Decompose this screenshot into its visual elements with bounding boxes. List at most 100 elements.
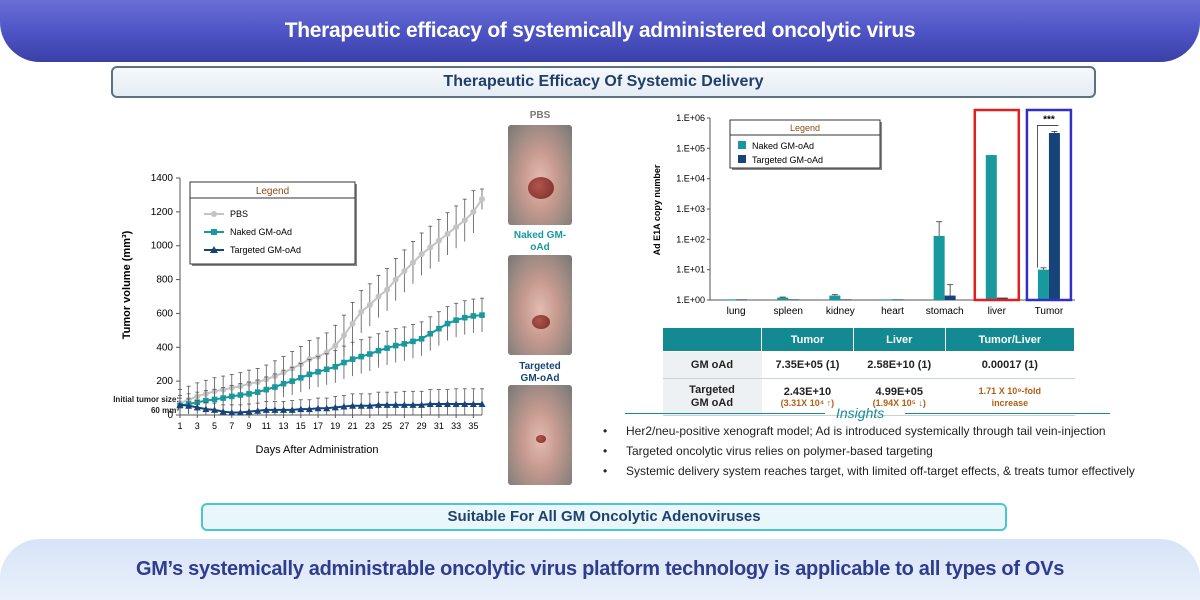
mouse-photo-naked bbox=[508, 255, 572, 355]
mouse-photo-targeted bbox=[508, 385, 572, 485]
y-tick-label: 1.E+02 bbox=[676, 234, 705, 244]
legend-title: Legend bbox=[256, 186, 289, 197]
data-point bbox=[453, 317, 459, 323]
x-tick-label: 23 bbox=[365, 421, 375, 431]
data-point bbox=[444, 320, 451, 327]
data-point bbox=[219, 408, 227, 415]
x-tick-label: 5 bbox=[212, 421, 217, 431]
y-tick-label: 0 bbox=[167, 410, 173, 421]
series-targeted bbox=[176, 388, 486, 416]
data-point bbox=[176, 401, 184, 408]
legend-label: Targeted GM-oAd bbox=[230, 245, 301, 255]
y-tick-label: 400 bbox=[156, 342, 173, 353]
legend-marker bbox=[211, 211, 217, 217]
data-point bbox=[332, 363, 339, 370]
table-corner bbox=[662, 327, 762, 352]
x-tick-label: spleen bbox=[773, 306, 802, 317]
x-tick-label: 7 bbox=[229, 421, 234, 431]
bar-naked bbox=[881, 299, 893, 301]
data-point bbox=[435, 400, 443, 407]
x-tick-label: 25 bbox=[382, 421, 392, 431]
initial-tumor-annotation: Initial tumor size: 60 mm³ bbox=[96, 394, 179, 416]
tumor-liver-table: Tumor Liver Tumor/Liver GM oAd 7.35E+05 … bbox=[662, 327, 1076, 416]
data-point bbox=[211, 396, 218, 403]
data-point bbox=[357, 402, 365, 409]
bar-naked bbox=[985, 155, 997, 300]
cell-tumor-note: (3.31X 10⁴ ↑) bbox=[780, 398, 835, 408]
legend-label: Naked GM-oAd bbox=[752, 141, 814, 151]
data-point bbox=[461, 217, 468, 224]
data-point bbox=[305, 405, 313, 413]
data-point bbox=[436, 325, 442, 332]
bar-naked bbox=[777, 297, 789, 300]
y-tick-label: 1.E+03 bbox=[676, 204, 705, 214]
data-point bbox=[272, 384, 278, 390]
cell-tumor: 7.35E+05 (1) bbox=[761, 351, 854, 379]
tumor-naked bbox=[532, 315, 550, 329]
bar-targeted bbox=[892, 299, 904, 301]
insights-list: Her2/neu-positive xenograft model; Ad is… bbox=[600, 424, 1140, 484]
bar-targeted bbox=[944, 295, 956, 300]
tumor-pbs bbox=[528, 177, 554, 199]
data-point bbox=[410, 338, 416, 345]
list-item: Targeted oncolytic virus relies on polym… bbox=[600, 444, 1140, 458]
data-point bbox=[280, 380, 287, 387]
data-point bbox=[254, 407, 262, 414]
x-tick-label: kidney bbox=[826, 306, 855, 317]
cell-liver: 2.58E+10 (1) bbox=[853, 351, 946, 379]
x-tick-label: 15 bbox=[296, 421, 306, 431]
legend-marker bbox=[210, 246, 218, 253]
bar-chart-y-label: Ad E1A copy number bbox=[652, 164, 662, 255]
data-point bbox=[332, 342, 339, 349]
data-point bbox=[271, 406, 279, 413]
y-tick-label: 1200 bbox=[151, 207, 174, 218]
data-point bbox=[400, 401, 408, 408]
insights-rule-right bbox=[905, 413, 1110, 414]
data-point bbox=[340, 403, 348, 410]
legend-label: Targeted GM-oAd bbox=[752, 155, 823, 165]
x-tick-label: 27 bbox=[399, 421, 409, 431]
row-label-gm-oad: GM oAd bbox=[662, 351, 762, 379]
legend-marker bbox=[211, 229, 217, 235]
significance-label: *** bbox=[1043, 114, 1055, 125]
data-point bbox=[479, 312, 485, 318]
data-point bbox=[341, 359, 347, 366]
data-point bbox=[469, 400, 477, 407]
data-point bbox=[427, 330, 434, 337]
data-point bbox=[367, 351, 373, 357]
data-point bbox=[288, 406, 296, 413]
data-point bbox=[392, 276, 399, 283]
data-point bbox=[314, 404, 322, 412]
legend-label: Naked GM-oAd bbox=[230, 227, 292, 237]
legend-label: PBS bbox=[230, 209, 248, 219]
y-tick-label: 1.E+04 bbox=[676, 174, 705, 184]
cell-ratio-value: 1.71 X 10⁹-fold increase bbox=[978, 386, 1041, 408]
x-tick-label: 17 bbox=[313, 421, 323, 431]
table-header-row: Tumor Liver Tumor/Liver bbox=[662, 327, 1076, 352]
legend-box bbox=[729, 119, 881, 169]
x-tick-label: 31 bbox=[434, 421, 444, 431]
data-point bbox=[453, 224, 460, 231]
data-point bbox=[479, 196, 485, 203]
data-point bbox=[236, 408, 244, 416]
data-point bbox=[383, 401, 391, 408]
legend-title: Legend bbox=[790, 123, 820, 133]
data-point bbox=[185, 402, 193, 409]
data-point bbox=[202, 405, 210, 413]
data-point bbox=[366, 301, 373, 308]
data-point bbox=[375, 293, 382, 300]
data-point bbox=[409, 401, 417, 408]
y-tick-label: 1.E+01 bbox=[676, 265, 705, 275]
x-tick-label: 13 bbox=[279, 421, 289, 431]
data-point bbox=[289, 378, 295, 384]
data-point bbox=[427, 244, 434, 251]
annotation-line-1: Initial tumor size: bbox=[113, 395, 179, 404]
bar-targeted bbox=[788, 299, 800, 301]
y-tick-label: 200 bbox=[156, 376, 173, 387]
data-point bbox=[443, 400, 451, 407]
data-point bbox=[392, 342, 399, 349]
mouse-photo-pbs bbox=[508, 125, 572, 225]
bar-naked bbox=[933, 235, 945, 300]
x-tick-label: heart bbox=[881, 306, 904, 317]
data-point bbox=[418, 336, 425, 342]
